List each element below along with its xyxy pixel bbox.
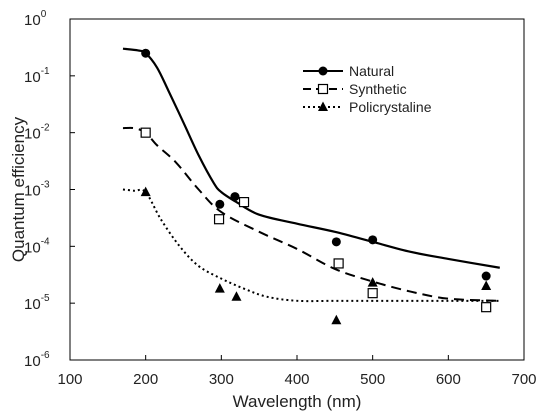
x-tick-label: 600 xyxy=(436,371,461,388)
series-curves xyxy=(122,47,500,303)
series-markers xyxy=(140,48,492,325)
y-tick-label: 100 xyxy=(24,9,47,29)
data-point-policrystaline xyxy=(481,280,492,291)
data-point-policrystaline xyxy=(140,186,151,197)
data-point-synthetic xyxy=(367,288,378,299)
data-point-synthetic xyxy=(333,258,344,269)
legend-label-policrystaline: Policrystaline xyxy=(349,99,432,115)
data-point-policrystaline xyxy=(331,314,342,325)
x-tick-label: 300 xyxy=(209,371,234,388)
y-tick-label: 10-5 xyxy=(24,293,50,313)
data-point-natural xyxy=(481,271,491,281)
data-point-natural xyxy=(230,192,240,202)
x-tick-label: 700 xyxy=(511,371,536,388)
data-point-synthetic xyxy=(213,214,225,225)
y-tick-labels: 100 10-1 10-2 10-3 10-4 10-5 10-6 xyxy=(24,9,50,370)
data-point-synthetic xyxy=(481,302,492,313)
data-point-policrystaline xyxy=(367,277,378,287)
data-point-synthetic xyxy=(238,197,250,208)
data-point-natural xyxy=(215,199,225,209)
y-tick-label: 10-1 xyxy=(24,66,50,86)
y-tick-label: 10-2 xyxy=(24,123,50,143)
series-line-policrystaline xyxy=(122,188,500,303)
y-axis-title: Quantum efficiency xyxy=(9,116,28,262)
y-tick-label: 10-4 xyxy=(24,236,50,256)
series-line-natural xyxy=(122,47,500,269)
legend-label-synthetic: Synthetic xyxy=(349,81,407,97)
data-point-natural xyxy=(368,235,378,245)
x-tick-labels: 100 200 300 400 500 600 700 xyxy=(57,371,536,388)
data-point-policrystaline xyxy=(214,283,225,293)
data-point-synthetic xyxy=(140,127,151,138)
data-point-policrystaline xyxy=(231,291,242,301)
x-tick-label: 100 xyxy=(57,371,82,388)
y-tick-label: 10-3 xyxy=(24,180,50,200)
legend-label-natural: Natural xyxy=(349,63,394,79)
x-tick-label: 200 xyxy=(133,371,158,388)
data-point-natural xyxy=(331,237,341,247)
axis-ticks xyxy=(69,18,525,361)
series-line-synthetic xyxy=(122,126,500,302)
y-tick-label: 10-6 xyxy=(24,350,50,370)
legend-marker-synthetic xyxy=(317,83,329,95)
legend-marker-natural xyxy=(318,66,328,76)
legend-marker-policrystaline xyxy=(318,101,328,111)
x-tick-label: 400 xyxy=(284,371,309,388)
x-tick-label: 500 xyxy=(360,371,385,388)
data-point-natural xyxy=(141,48,151,58)
x-axis-title: Wavelength (nm) xyxy=(233,392,362,411)
legend: Natural Synthetic Policrystaline xyxy=(303,63,432,115)
